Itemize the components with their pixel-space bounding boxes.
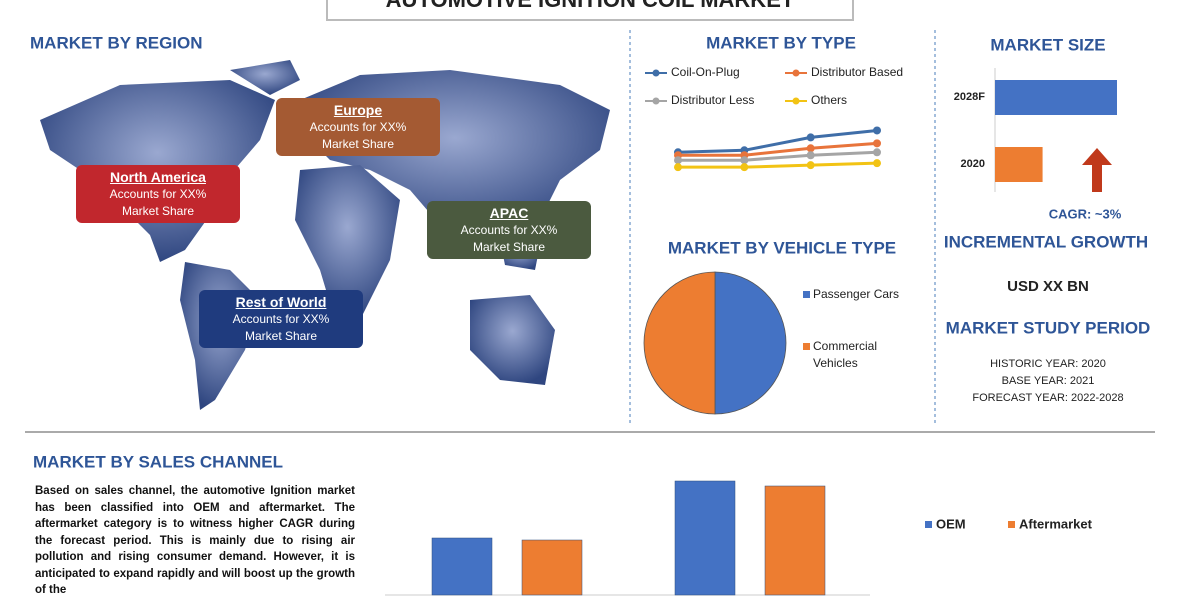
pie-slice (714, 271, 787, 415)
y-tick-label: 2020 (961, 158, 985, 170)
region-name: Europe (333, 102, 383, 118)
legend-label: OEM (936, 516, 966, 531)
region-callout: Europe Accounts for XX% Market Share (276, 98, 440, 156)
bar (431, 537, 493, 596)
legend-swatch (925, 521, 932, 528)
period-line: HISTORIC YEAR: 2020 (990, 358, 1106, 370)
bar (674, 480, 736, 596)
bar (995, 80, 1117, 115)
page-title: AUTOMOTIVE IGNITION COIL MARKET (386, 0, 795, 12)
legend-marker (792, 97, 800, 105)
chart-title: MARKET BY SALES CHANNEL (33, 452, 283, 471)
legend-swatch (803, 343, 810, 350)
section-title: MARKET STUDY PERIOD (946, 318, 1151, 337)
legend-label: Commercial Vehicles (813, 339, 878, 370)
marker (806, 133, 815, 142)
legend-marker (652, 97, 660, 105)
marker (740, 163, 749, 172)
legend-item: Passenger Cars (813, 287, 900, 301)
marker (806, 161, 815, 170)
region-name: APAC (489, 205, 529, 221)
legend-marker (652, 69, 660, 77)
legend-label: Coil-On-Plug (671, 65, 740, 79)
description: Based on sales channel, the automotive I… (35, 485, 355, 596)
region-text: Accounts for XX% (309, 120, 407, 134)
marker (873, 148, 881, 157)
region-text: Accounts for XX% (232, 312, 330, 326)
marker (806, 144, 815, 153)
legend-label: Passenger Cars (813, 287, 900, 301)
title-box (326, 0, 854, 21)
line (678, 161, 878, 169)
growth-value: USD XX BN (1007, 278, 1089, 295)
pie-slice (643, 271, 716, 415)
period-line: FORECAST YEAR: 2022-2028 (972, 392, 1123, 404)
legend-item: Commercial Vehicles (813, 339, 878, 370)
line (677, 128, 878, 154)
region-callout: Rest of World Accounts for XX% Market Shar… (199, 290, 363, 348)
marker (740, 156, 749, 165)
chart-title: MARKET SIZE (990, 35, 1105, 54)
region-text: Market Share (472, 240, 546, 254)
section-title: MARKET BY REGION (30, 33, 203, 52)
line (678, 141, 878, 157)
marker (674, 156, 682, 165)
chart-title: MARKET BY TYPE (706, 33, 856, 52)
legend-label: Distributor Based (811, 65, 903, 79)
region-callout: APAC Accounts for XX% Market Share (427, 201, 591, 259)
legend-marker (792, 69, 800, 77)
marker (873, 126, 881, 135)
region-name: North America (110, 169, 206, 185)
region-text: Market Share (321, 137, 395, 151)
legend-label: Others (811, 93, 847, 107)
bar (521, 539, 583, 596)
legend-swatch (803, 291, 810, 298)
marker (873, 159, 881, 168)
period-line: BASE YEAR: 2021 (1002, 375, 1095, 387)
line (678, 150, 878, 162)
growth-arrow (1082, 148, 1112, 192)
section-title: INCREMENTAL GROWTH (944, 232, 1148, 251)
region-text: Accounts for XX% (109, 187, 207, 201)
y-tick-label: 2028F (954, 91, 985, 103)
chart-title: MARKET BY VEHICLE TYPE (668, 238, 896, 257)
region-name: Rest of World (235, 294, 327, 310)
bar (764, 485, 826, 596)
legend-swatch (1008, 521, 1015, 528)
region-callout: North America Accounts for XX% Market Shar… (76, 165, 240, 223)
region-text: Market Share (244, 329, 318, 343)
legend-label: Aftermarket (1019, 516, 1093, 531)
bar (995, 147, 1043, 182)
region-text: Accounts for XX% (460, 223, 558, 237)
marker (674, 163, 682, 172)
marker (873, 139, 881, 148)
region-text: Market Share (121, 204, 195, 218)
marker (806, 151, 815, 160)
legend-label: Distributor Less (671, 93, 754, 107)
annotation: CAGR: ~3% (1049, 206, 1122, 221)
